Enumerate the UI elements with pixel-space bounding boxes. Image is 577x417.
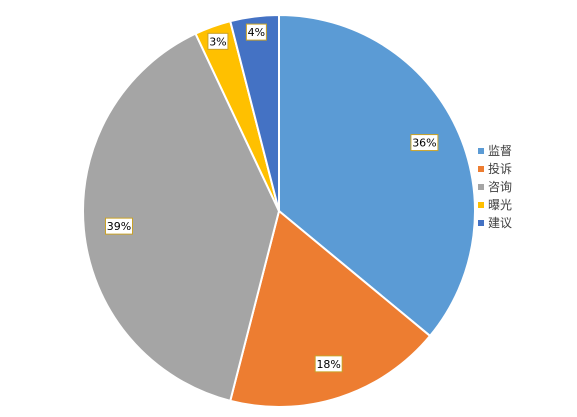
data-label-box: [207, 32, 229, 50]
legend-swatch: [478, 220, 484, 226]
data-label-text: 18%: [316, 358, 340, 371]
data-label-text: 3%: [209, 35, 226, 48]
legend-item-supervise: 监督: [478, 143, 512, 158]
legend-label: 曝光: [488, 198, 512, 212]
legend-label: 投诉: [488, 161, 512, 176]
legend-item-complaint: 投诉: [478, 161, 512, 176]
legend-label: 建议: [488, 216, 512, 230]
data-label-expose: 3%: [207, 32, 229, 50]
legend-item-consult: 咨询: [478, 179, 512, 194]
pie-slice-consult: [82, 32, 281, 403]
legend-label: 监督: [488, 143, 512, 158]
data-label-box: [245, 23, 267, 41]
legend-swatch: [478, 202, 484, 208]
data-label-consult: 39%: [104, 217, 133, 235]
data-label-complaint: 18%: [314, 355, 343, 373]
legend-label: 咨询: [488, 179, 512, 194]
legend-item-expose: 曝光: [478, 198, 512, 212]
data-label-text: 4%: [248, 26, 265, 39]
data-label-box: [104, 217, 133, 235]
legend-swatch: [478, 184, 484, 190]
data-label-box: [314, 355, 343, 373]
data-label-supervise: 36%: [410, 134, 439, 152]
pie-slices: [82, 13, 476, 408]
legend-swatch: [478, 166, 484, 172]
pie-slice-supervise: [278, 13, 476, 338]
data-label-box: [410, 134, 439, 152]
data-label-suggest: 4%: [245, 23, 267, 41]
data-label-text: 39%: [107, 220, 131, 233]
pie-data-labels: 36% 18% 39% 3% 4%: [104, 23, 439, 373]
pie-slice-suggest: [229, 13, 280, 212]
data-label-text: 36%: [412, 137, 436, 150]
legend-swatch: [478, 148, 484, 154]
legend-item-suggest: 建议: [478, 216, 512, 230]
pie-slice-complaint: [229, 209, 432, 408]
